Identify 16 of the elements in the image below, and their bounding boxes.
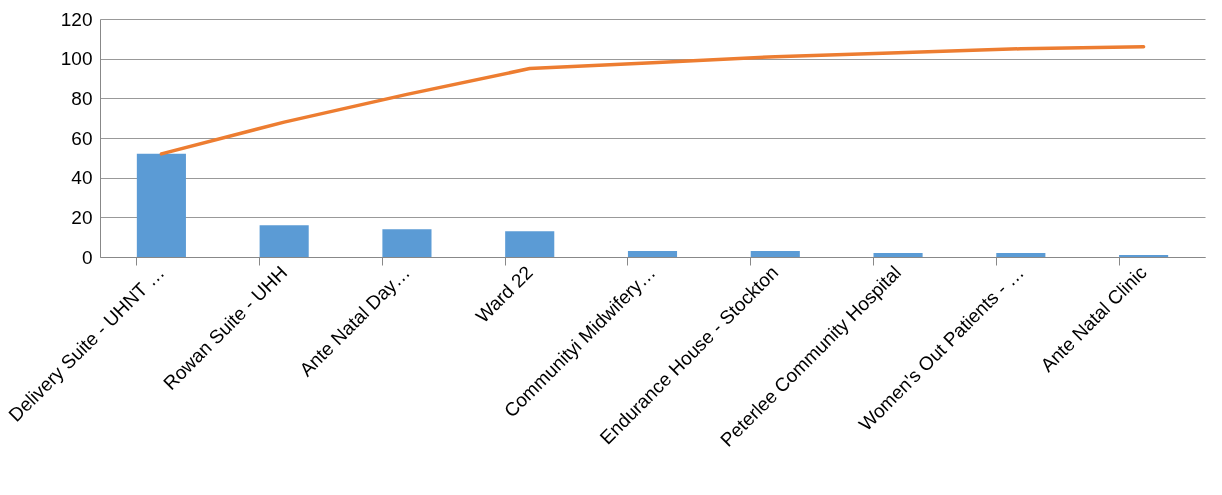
bar: [505, 231, 555, 257]
bar: [873, 253, 923, 257]
bar: [259, 225, 309, 257]
y-tick-label: 0: [81, 246, 93, 268]
y-tick-label: 120: [60, 8, 93, 30]
y-tick-label: 100: [60, 48, 93, 70]
y-tick-label: 20: [71, 206, 93, 228]
line-series: [159, 45, 1146, 156]
y-tick-label: 60: [71, 127, 93, 149]
bar: [996, 253, 1046, 257]
bar: [136, 153, 186, 257]
bar: [382, 229, 432, 257]
y-tick-label: 80: [71, 87, 93, 109]
bar: [750, 251, 800, 257]
y-tick-label: 40: [71, 167, 93, 189]
bar: [627, 251, 678, 257]
